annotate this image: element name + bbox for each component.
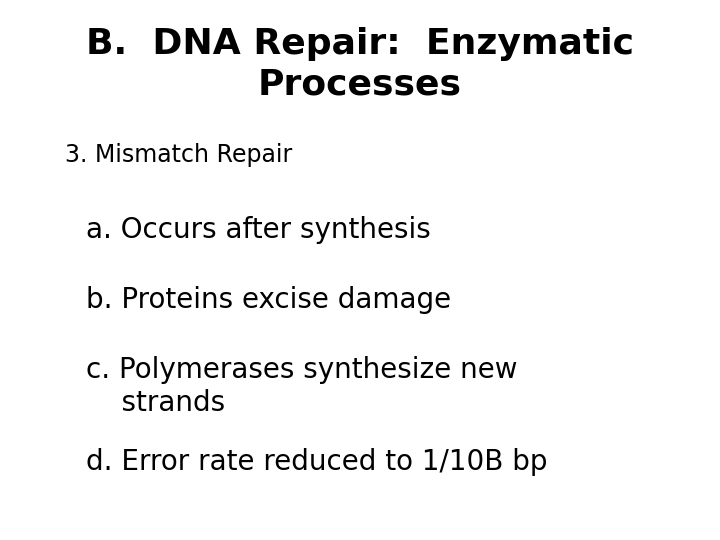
Text: d. Error rate reduced to 1/10B bp: d. Error rate reduced to 1/10B bp (86, 448, 548, 476)
Text: a. Occurs after synthesis: a. Occurs after synthesis (86, 216, 431, 244)
Text: B.  DNA Repair:  Enzymatic
Processes: B. DNA Repair: Enzymatic Processes (86, 27, 634, 102)
Text: b. Proteins excise damage: b. Proteins excise damage (86, 286, 451, 314)
Text: 3. Mismatch Repair: 3. Mismatch Repair (65, 143, 292, 167)
Text: c. Polymerases synthesize new
    strands: c. Polymerases synthesize new strands (86, 356, 518, 417)
